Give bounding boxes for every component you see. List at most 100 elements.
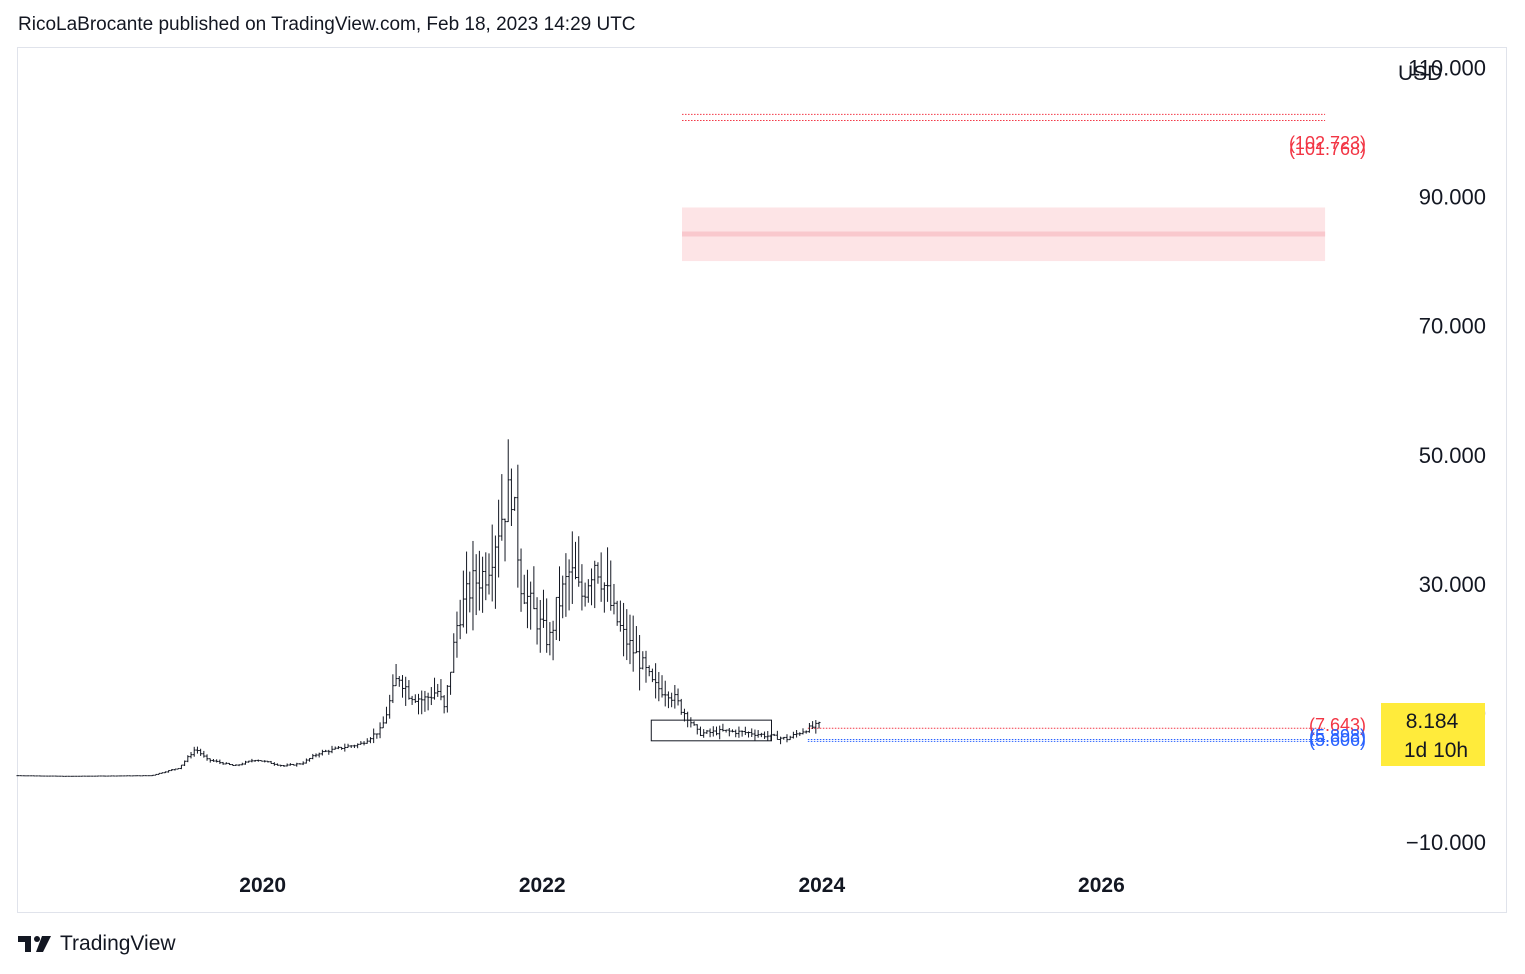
price-bar bbox=[769, 734, 773, 741]
price-bar bbox=[798, 732, 802, 736]
price-bar bbox=[320, 749, 324, 756]
footer: TradingView bbox=[18, 932, 176, 956]
price-bar bbox=[356, 743, 360, 749]
last-price-value: 8.184 bbox=[1406, 710, 1459, 733]
currency-label: USD bbox=[1398, 62, 1442, 85]
price-bar bbox=[157, 772, 161, 775]
price-axis-tick-label: −10.000 bbox=[1406, 830, 1486, 855]
price-bar bbox=[285, 763, 289, 767]
price-bar bbox=[327, 749, 331, 755]
price-bar bbox=[519, 548, 523, 612]
price-bar bbox=[442, 695, 446, 714]
price-bar bbox=[625, 609, 629, 661]
price-bar bbox=[295, 762, 299, 767]
price-bar bbox=[474, 554, 478, 616]
price-bar bbox=[179, 764, 183, 770]
price-bar bbox=[686, 711, 690, 728]
price-bar bbox=[211, 758, 215, 762]
price-bar bbox=[461, 570, 465, 628]
price-bar bbox=[368, 737, 372, 744]
price-bar bbox=[183, 760, 187, 766]
price-bar bbox=[647, 665, 651, 677]
price-bar bbox=[170, 769, 174, 772]
price-bar bbox=[407, 680, 411, 700]
price-bar bbox=[663, 680, 667, 707]
price-bar bbox=[433, 677, 437, 700]
price-bar bbox=[288, 763, 292, 766]
price-bar bbox=[423, 690, 427, 712]
price-bar bbox=[673, 685, 677, 709]
price-bar bbox=[439, 679, 443, 701]
chart-frame[interactable] bbox=[17, 47, 1507, 913]
price-bar bbox=[404, 676, 408, 706]
price-bar bbox=[734, 729, 738, 738]
price-bar bbox=[465, 551, 469, 634]
price-bar bbox=[269, 760, 273, 765]
price-bar bbox=[253, 759, 257, 762]
price-bar bbox=[227, 762, 231, 766]
price-bar bbox=[215, 759, 219, 763]
price-bar bbox=[782, 736, 786, 740]
price-bar bbox=[561, 575, 565, 619]
price-bar bbox=[240, 762, 244, 766]
price-bar bbox=[532, 566, 536, 610]
price-bar bbox=[580, 564, 584, 611]
upper-level-label-2: (101.768) bbox=[1289, 139, 1366, 159]
price-bar bbox=[731, 729, 735, 733]
price-bar bbox=[234, 764, 238, 766]
price-bar bbox=[394, 663, 398, 687]
price-bar bbox=[400, 675, 404, 698]
footer-brand[interactable]: TradingView bbox=[60, 932, 176, 955]
price-bar bbox=[256, 759, 260, 762]
price-bar bbox=[615, 600, 619, 626]
price-bar bbox=[186, 755, 190, 763]
price-bar bbox=[593, 560, 597, 609]
lower-blue-level-label-2: (5.606) bbox=[1309, 730, 1366, 750]
price-bar bbox=[455, 611, 459, 658]
price-bar bbox=[606, 547, 610, 602]
price-bar bbox=[429, 687, 433, 706]
price-bar bbox=[551, 620, 555, 661]
price-bar bbox=[727, 727, 731, 737]
time-axis[interactable]: 2020 2022 2024 2026 bbox=[239, 874, 1124, 897]
price-bar bbox=[173, 768, 177, 771]
price-bar bbox=[272, 762, 276, 766]
price-bar bbox=[471, 540, 475, 631]
target-zone-layer bbox=[682, 207, 1326, 262]
lower-blue-level-label-1: (5.898) bbox=[1309, 726, 1366, 746]
publish-header: RicoLaBrocante published on TradingView.… bbox=[18, 14, 636, 35]
price-bar bbox=[301, 761, 305, 766]
price-bar bbox=[445, 685, 449, 713]
price-bar bbox=[311, 753, 315, 760]
price-bar bbox=[590, 568, 594, 606]
price-bar bbox=[564, 553, 568, 617]
price-bar bbox=[747, 731, 751, 738]
price-bar bbox=[436, 683, 440, 697]
price-bar bbox=[711, 726, 715, 737]
price-axis-tick-label: 70.000 bbox=[1419, 314, 1486, 339]
price-bar bbox=[282, 765, 286, 767]
price-bar bbox=[279, 764, 283, 767]
price-bar bbox=[753, 729, 757, 741]
tradingview-logo-icon[interactable] bbox=[18, 934, 54, 954]
price-bar bbox=[336, 746, 340, 750]
price-axis-tick-label: 30.000 bbox=[1419, 572, 1486, 597]
price-bar bbox=[670, 692, 674, 708]
price-bar bbox=[333, 746, 337, 750]
price-bar bbox=[477, 550, 481, 611]
last-price-tag[interactable]: 8.184 1d 10h bbox=[1381, 703, 1485, 766]
price-bar bbox=[763, 731, 767, 739]
price-bar bbox=[654, 663, 658, 699]
time-axis-tick-label: 2022 bbox=[519, 874, 566, 897]
price-bar bbox=[397, 676, 401, 687]
price-bar bbox=[468, 571, 472, 613]
price-bar bbox=[298, 763, 302, 765]
price-bar bbox=[557, 566, 561, 642]
consolidation-range-box bbox=[650, 719, 772, 742]
price-bar bbox=[522, 574, 526, 605]
price-bar bbox=[189, 751, 193, 759]
price-bar bbox=[807, 723, 811, 733]
price-bar bbox=[708, 728, 712, 738]
price-bar bbox=[330, 745, 334, 754]
